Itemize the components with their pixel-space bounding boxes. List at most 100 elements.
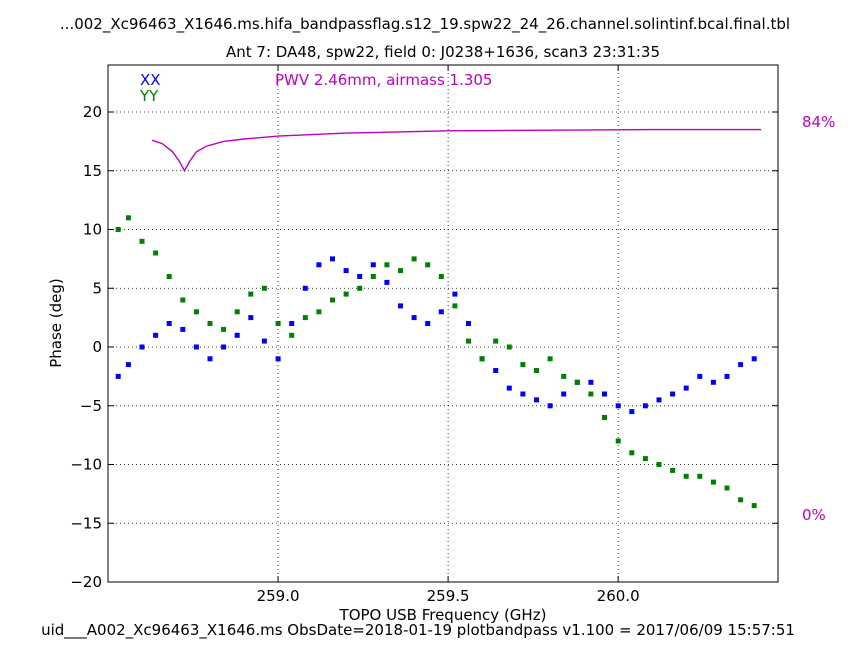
x-tick-label: 259.0 — [257, 587, 300, 605]
data-point-yy — [411, 256, 417, 262]
series-yy — [115, 215, 757, 509]
data-point-xx — [438, 309, 444, 315]
data-point-xx — [153, 332, 159, 338]
y-tick-label: 5 — [92, 279, 102, 297]
data-point-yy — [588, 391, 594, 397]
data-point-yy — [398, 268, 403, 274]
data-point-xx — [506, 385, 512, 391]
x-axis-label: TOPO USB Frequency (GHz) — [339, 606, 547, 624]
transmission-line — [151, 128, 761, 173]
data-point-xx — [615, 403, 621, 409]
data-point-xx — [588, 379, 594, 385]
data-point-yy — [207, 321, 213, 326]
data-point-xx — [180, 326, 186, 332]
data-point-yy — [466, 338, 471, 344]
data-point-xx — [724, 373, 730, 379]
footer-text: uid___A002_Xc96463_X1646.ms ObsDate=2018… — [41, 621, 795, 640]
data-point-yy — [153, 250, 159, 256]
data-point-xx — [289, 321, 295, 326]
data-point-yy — [166, 274, 172, 279]
data-point-yy — [642, 456, 648, 462]
data-point-yy — [357, 285, 363, 291]
data-point-yy — [602, 415, 607, 420]
data-point-yy — [751, 503, 757, 509]
data-point-xx — [534, 397, 539, 403]
data-point-yy — [275, 321, 281, 326]
data-point-yy — [738, 497, 744, 503]
data-point-yy — [520, 362, 526, 368]
data-point-yy — [452, 303, 458, 309]
data-point-yy — [534, 368, 539, 373]
data-point-yy — [656, 462, 662, 467]
data-point-yy — [115, 227, 121, 232]
data-point-xx — [234, 332, 240, 338]
pwv-annotation: PWV 2.46mm, airmass 1.305 — [275, 71, 492, 89]
data-point-yy — [547, 356, 553, 362]
data-point-yy — [248, 291, 254, 297]
data-point-yy — [370, 274, 376, 279]
data-point-xx — [466, 321, 471, 326]
y-tick-label: 15 — [83, 162, 102, 180]
transmission-curve — [151, 128, 761, 173]
data-point-yy — [683, 473, 689, 479]
data-point-yy — [629, 450, 635, 456]
y-tick-label: 20 — [83, 103, 102, 121]
data-point-xx — [738, 362, 744, 368]
data-point-xx — [316, 262, 322, 268]
transmission-top-label: 84% — [802, 113, 835, 131]
data-point-xx — [629, 409, 635, 415]
data-point-yy — [574, 379, 580, 385]
data-point-xx — [547, 403, 553, 409]
data-point-yy — [302, 315, 308, 321]
data-point-xx — [330, 256, 335, 262]
y-tick-label: −5 — [80, 397, 102, 415]
y-tick-label: −15 — [70, 514, 102, 532]
data-point-yy — [139, 238, 145, 244]
data-point-xx — [193, 344, 199, 350]
data-point-yy — [710, 479, 716, 485]
data-point-xx — [115, 373, 121, 379]
legend-label-yy: YY — [139, 87, 159, 105]
data-point-yy — [697, 473, 703, 479]
data-point-xx — [221, 344, 227, 350]
data-point-yy — [221, 326, 227, 332]
data-point-xx — [710, 379, 716, 385]
data-point-xx — [384, 279, 390, 285]
data-point-xx — [248, 315, 254, 321]
data-point-yy — [384, 262, 390, 268]
data-point-xx — [656, 397, 662, 403]
data-point-yy — [193, 309, 199, 315]
axis-ticks: 259.0 259.5 260.0 −20 −15 −10 −5 0 5 10 15 20 — [70, 65, 778, 605]
data-point-xx — [493, 368, 499, 373]
data-point-xx — [602, 391, 607, 397]
series-xx — [115, 256, 757, 415]
chart-subtitle: Ant 7: DA48, spw22, field 0: J0238+1636,… — [226, 43, 660, 61]
data-point-yy — [506, 344, 512, 350]
chart-title: ...002_Xc96463_X1646.ms.hifa_bandpassfla… — [60, 15, 790, 34]
data-points — [115, 215, 757, 509]
y-tick-label: 0 — [92, 338, 102, 356]
data-point-xx — [751, 356, 757, 362]
x-tick-label: 260.0 — [597, 587, 640, 605]
data-point-yy — [330, 297, 335, 303]
y-axis-label: Phase (deg) — [47, 278, 65, 368]
legend-label-xx: XX — [140, 71, 161, 89]
data-point-xx — [302, 285, 308, 291]
data-point-xx — [670, 391, 676, 397]
data-point-yy — [615, 438, 621, 444]
data-point-yy — [724, 485, 730, 491]
data-point-xx — [125, 362, 131, 368]
data-point-xx — [683, 385, 689, 391]
data-point-xx — [520, 391, 526, 397]
plot-frame — [107, 64, 779, 583]
data-point-xx — [261, 338, 267, 344]
y-tick-label: 10 — [83, 221, 102, 239]
data-point-xx — [275, 356, 281, 362]
data-point-yy — [180, 297, 186, 303]
data-point-xx — [343, 268, 349, 274]
data-point-yy — [561, 373, 567, 379]
data-point-xx — [166, 321, 172, 326]
data-point-yy — [125, 215, 131, 221]
data-point-yy — [493, 338, 499, 344]
